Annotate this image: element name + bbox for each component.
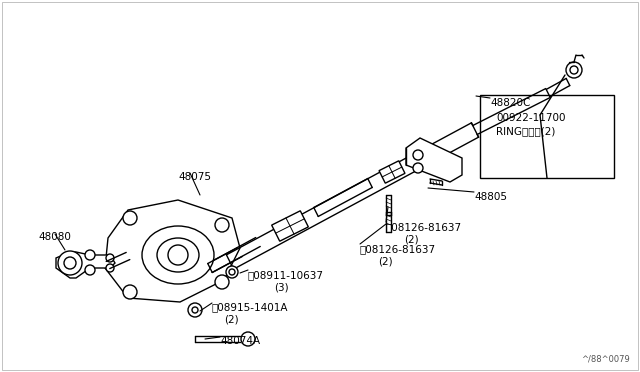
Text: Ⓝ08911-10637: Ⓝ08911-10637 bbox=[248, 270, 324, 280]
Circle shape bbox=[413, 163, 423, 173]
Circle shape bbox=[168, 245, 188, 265]
Circle shape bbox=[241, 332, 255, 346]
Polygon shape bbox=[105, 200, 240, 302]
Circle shape bbox=[226, 266, 238, 278]
Polygon shape bbox=[56, 252, 115, 278]
Bar bbox=[480, 95, 614, 178]
Circle shape bbox=[106, 254, 114, 262]
Text: 48805: 48805 bbox=[474, 192, 507, 202]
Text: (2): (2) bbox=[378, 257, 392, 267]
Text: (3): (3) bbox=[274, 283, 289, 293]
Polygon shape bbox=[379, 161, 405, 183]
Circle shape bbox=[413, 150, 423, 160]
Circle shape bbox=[188, 303, 202, 317]
Circle shape bbox=[123, 285, 137, 299]
Text: Ⓑ08126-81637: Ⓑ08126-81637 bbox=[386, 222, 462, 232]
Text: ^/88^0079: ^/88^0079 bbox=[581, 355, 630, 364]
Text: 48820C: 48820C bbox=[490, 98, 531, 108]
Ellipse shape bbox=[157, 238, 199, 272]
Text: Ⓥ08915-1401A: Ⓥ08915-1401A bbox=[212, 302, 289, 312]
Text: (2): (2) bbox=[224, 315, 239, 325]
Circle shape bbox=[58, 251, 82, 275]
Circle shape bbox=[106, 264, 114, 272]
Text: (2): (2) bbox=[404, 235, 419, 245]
Ellipse shape bbox=[142, 226, 214, 284]
Text: 48074A: 48074A bbox=[220, 336, 260, 346]
Circle shape bbox=[215, 275, 229, 289]
Circle shape bbox=[215, 218, 229, 232]
Polygon shape bbox=[406, 138, 462, 182]
Circle shape bbox=[123, 211, 137, 225]
Text: 48080: 48080 bbox=[38, 232, 71, 242]
Text: Ⓑ08126-81637: Ⓑ08126-81637 bbox=[360, 244, 436, 254]
Text: 00922-11700: 00922-11700 bbox=[496, 113, 566, 123]
Circle shape bbox=[192, 307, 198, 313]
Polygon shape bbox=[271, 211, 308, 241]
Text: 48075: 48075 bbox=[178, 172, 211, 182]
Circle shape bbox=[64, 257, 76, 269]
Circle shape bbox=[85, 265, 95, 275]
Circle shape bbox=[229, 269, 235, 275]
Text: RINGリング(2): RINGリング(2) bbox=[496, 126, 556, 136]
Circle shape bbox=[85, 250, 95, 260]
